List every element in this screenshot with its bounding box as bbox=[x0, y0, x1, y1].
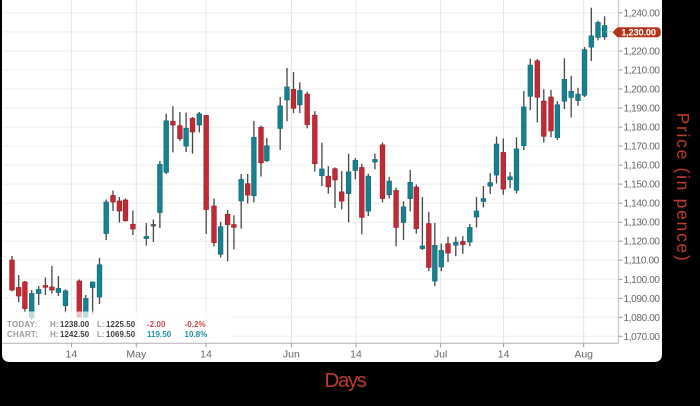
svg-text:1,220.00: 1,220.00 bbox=[624, 47, 661, 58]
svg-text:1,190.00: 1,190.00 bbox=[624, 104, 661, 115]
svg-text:Jul: Jul bbox=[434, 349, 447, 361]
svg-text:TODAY:H:1238.00L:1225.50-2.00-: TODAY: H: 1238.00 L: 1225.50 -2.00 -0.2% bbox=[7, 320, 206, 329]
svg-text:1,070.00: 1,070.00 bbox=[624, 332, 661, 343]
svg-text:1,230.00: 1,230.00 bbox=[621, 27, 656, 37]
svg-text:1,120.00: 1,120.00 bbox=[624, 237, 661, 248]
svg-text:1,080.00: 1,080.00 bbox=[624, 313, 661, 324]
svg-text:14: 14 bbox=[350, 349, 362, 361]
svg-text:1,140.00: 1,140.00 bbox=[624, 199, 661, 210]
svg-text:1,090.00: 1,090.00 bbox=[624, 294, 661, 305]
svg-text:1,110.00: 1,110.00 bbox=[624, 256, 660, 267]
svg-text:1,240.00: 1,240.00 bbox=[624, 8, 661, 19]
svg-text:1,150.00: 1,150.00 bbox=[624, 180, 661, 191]
svg-text:May: May bbox=[126, 349, 147, 361]
svg-text:1,180.00: 1,180.00 bbox=[624, 123, 661, 134]
svg-text:14: 14 bbox=[498, 349, 510, 361]
svg-text:Days: Days bbox=[324, 369, 366, 392]
svg-text:14: 14 bbox=[66, 349, 78, 361]
svg-text:14: 14 bbox=[200, 349, 212, 361]
svg-text:Aug: Aug bbox=[574, 349, 593, 361]
svg-text:1,100.00: 1,100.00 bbox=[624, 275, 661, 286]
svg-text:1,210.00: 1,210.00 bbox=[624, 66, 661, 77]
svg-text:1,200.00: 1,200.00 bbox=[624, 85, 661, 96]
svg-text:1,170.00: 1,170.00 bbox=[624, 142, 661, 153]
svg-text:1,130.00: 1,130.00 bbox=[624, 218, 661, 229]
svg-text:Price (in pence): Price (in pence) bbox=[673, 113, 693, 263]
svg-text:Jun: Jun bbox=[283, 349, 300, 361]
svg-text:1,160.00: 1,160.00 bbox=[624, 161, 661, 172]
